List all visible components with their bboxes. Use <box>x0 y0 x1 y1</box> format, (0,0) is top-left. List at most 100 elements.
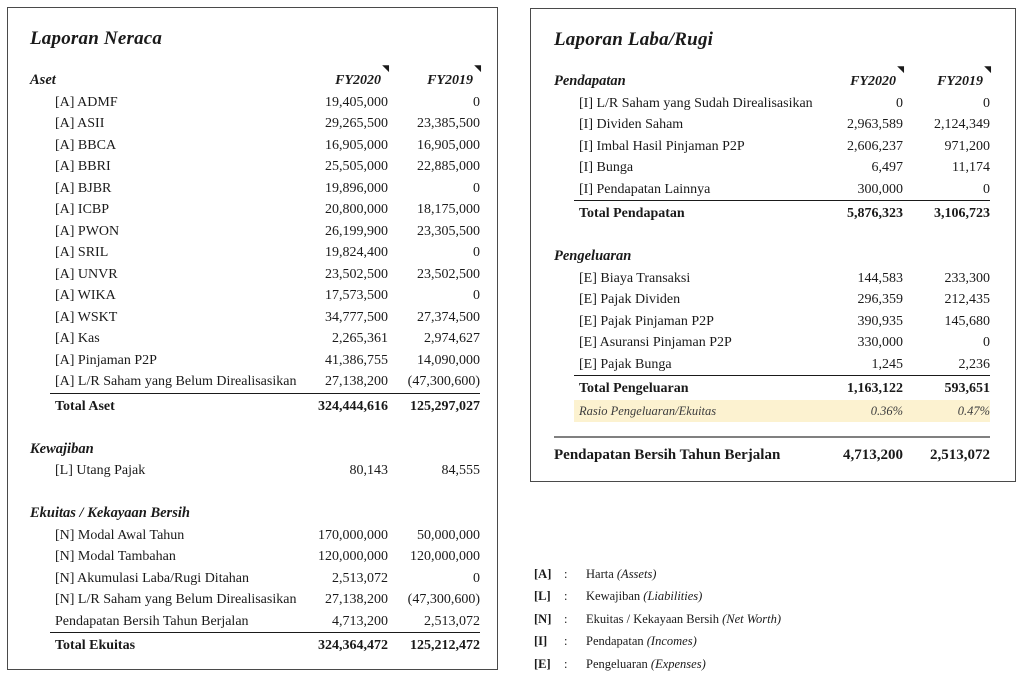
fy2019-value: 0 <box>473 94 480 110</box>
fy2019-value: 0 <box>983 181 990 197</box>
fy2020-value: 16,905,000 <box>325 137 388 153</box>
fy2019-value: 2,974,627 <box>424 331 480 346</box>
fy2019-value: 3,106,723 <box>934 206 990 221</box>
fy2019-value: 0 <box>983 335 990 350</box>
section-title: Aset <box>30 72 56 88</box>
table-row: [E] Pajak Dividen 296,359 212,435 <box>554 289 990 311</box>
section-title: Ekuitas / Kekayaan Bersih <box>30 505 190 521</box>
fy2020-value: 25,505,000 <box>325 159 388 174</box>
section-spacer <box>30 417 480 439</box>
row-label: [A] BBCA <box>55 137 117 153</box>
fy2020-value: 330,000 <box>857 335 904 350</box>
row-label: [N] Modal Tambahan <box>55 549 176 564</box>
column-header-fy2019: FY2019 ◥ <box>388 65 481 92</box>
legend-row: [L]: Kewajiban (Liabilities) <box>534 585 1004 607</box>
table-row: [N] Modal Tambahan 120,000,000 120,000,000 <box>30 546 480 568</box>
section-title: Pengeluaran <box>554 248 632 264</box>
fy2020-value: 2,265,361 <box>332 331 388 346</box>
fy2019-value: 27,374,500 <box>417 309 480 325</box>
fy2019-value: 2,513,072 <box>930 446 990 463</box>
legend-label-id: Ekuitas / Kekayaan Bersih <box>586 611 723 626</box>
row-label: [A] PWON <box>55 223 120 239</box>
row-label: [A] WIKA <box>55 288 116 303</box>
legend-label-en: (Expenses) <box>650 656 706 671</box>
row-label: [N] Modal Awal Tahun <box>55 527 185 543</box>
table-row: [A] WIKA 17,573,500 0 <box>30 285 480 307</box>
table-row: Pendapatan Bersih Tahun Berjalan 4,713,20… <box>30 611 480 633</box>
comment-corner-icon: ◥ <box>474 64 481 74</box>
income-statement-panel: Laporan Laba/Rugi Pendapatan FY2020 ◥ FY201… <box>530 8 1016 482</box>
table-row: [A] ADMF 19,405,000 0 <box>30 92 480 114</box>
table-row: [A] UNVR 23,502,500 23,502,500 <box>30 264 480 286</box>
column-header-fy2019: FY2019 ◥ <box>903 66 991 93</box>
fy2019-value: 212,435 <box>944 292 991 307</box>
balance-sheet-title: Laporan Neraca <box>30 28 163 49</box>
fy2019-value: 0 <box>473 288 480 303</box>
fy2020-value: 2,606,237 <box>847 138 903 154</box>
legend-code: [N] <box>534 611 552 626</box>
row-label: [I] Dividen Saham <box>579 117 684 132</box>
section-header-row: Pendapatan FY2020 ◥ FY2019 ◥ <box>554 66 991 93</box>
grand-total-label: Pendapatan Bersih Tahun Berjalan <box>554 446 781 463</box>
column-header-label: FY2020 <box>335 73 381 88</box>
table-row: [I] Pendapatan Lainnya 300,000 0 <box>554 179 990 201</box>
fy2019-value: 84,555 <box>441 463 481 478</box>
section-header-row: Pengeluaran <box>554 246 990 268</box>
fy2019-value: 0 <box>983 95 990 111</box>
row-label: [A] L/R Saham yang Belum Direalisasikan <box>55 374 297 389</box>
fy2020-value: 390,935 <box>857 313 904 329</box>
row-label: [E] Pajak Pinjaman P2P <box>579 313 714 329</box>
fy2020-value: 6,497 <box>871 160 904 175</box>
legend-label-en: (Net Worth) <box>722 611 781 626</box>
total-row: Total Pengeluaran 1,163,122 593,651 <box>574 375 990 400</box>
row-label: [I] Pendapatan Lainnya <box>579 181 711 197</box>
ratio-label: Rasio Pengeluaran/Ekuitas <box>579 403 717 418</box>
total-row: Total Ekuitas 324,364,472 125,212,472 <box>50 632 480 657</box>
row-label: [A] SRIL <box>55 245 109 260</box>
row-label: [A] BJBR <box>55 180 112 196</box>
row-label: [A] ASII <box>55 116 105 131</box>
total-label: Total Pengeluaran <box>579 381 689 396</box>
row-label: [E] Pajak Bunga <box>579 356 672 372</box>
row-label: [E] Asuransi Pinjaman P2P <box>579 335 732 350</box>
comment-corner-icon: ◥ <box>382 64 389 74</box>
row-label: [E] Biaya Transaksi <box>579 270 691 286</box>
row-label: [A] UNVR <box>55 266 118 282</box>
row-label: [A] ADMF <box>55 94 118 110</box>
fy2019-value: 125,212,472 <box>410 638 480 653</box>
legend-label-id: Kewajiban <box>586 589 644 604</box>
legend-label: Ekuitas / Kekayaan Bersih (Net Worth) <box>586 608 781 630</box>
fy2020-value: 0.36% <box>870 403 903 418</box>
income-statement-table: Pendapatan FY2020 ◥ FY2019 ◥ [I] L/R Saham ya… <box>554 66 991 466</box>
fy2019-value: 18,175,000 <box>417 202 480 217</box>
legend-row: [E]: Pengeluaran (Expenses) <box>534 653 1004 675</box>
table-row: [I] Dividen Saham 2,963,589 2,124,349 <box>554 114 990 136</box>
fy2019-value: 0.47% <box>957 403 990 418</box>
fy2019-value: 145,680 <box>944 313 991 329</box>
legend-code: [E] <box>534 656 551 671</box>
row-label: [A] Kas <box>55 331 100 346</box>
total-label: Total Aset <box>55 398 115 414</box>
fy2020-value: 19,405,000 <box>325 94 388 110</box>
table-row: [N] Akumulasi Laba/Rugi Ditahan 2,513,072… <box>30 568 480 590</box>
table-row: [A] WSKT 34,777,500 27,374,500 <box>30 307 480 329</box>
row-label: [A] Pinjaman P2P <box>55 352 157 368</box>
legend-label: Kewajiban (Liabilities) <box>586 585 702 607</box>
fy2020-value: 19,824,400 <box>325 245 388 260</box>
section-spacer <box>30 482 480 504</box>
row-label: [I] Imbal Hasil Pinjaman P2P <box>579 138 745 154</box>
fy2019-value: 120,000,000 <box>410 549 480 564</box>
row-label: [A] ICBP <box>55 202 110 217</box>
section-title: Pendapatan <box>554 73 626 89</box>
fy2020-value: 2,513,072 <box>332 570 388 586</box>
fy2020-value: 23,502,500 <box>325 266 388 282</box>
column-header-fy2020: FY2020 ◥ <box>288 65 389 92</box>
section-header-row: Ekuitas / Kekayaan Bersih <box>30 503 480 525</box>
fy2019-value: 125,297,027 <box>410 398 480 414</box>
row-label: [N] L/R Saham yang Belum Direalisasikan <box>55 592 297 607</box>
table-row: [A] SRIL 19,824,400 0 <box>30 242 480 264</box>
fy2019-value: 16,905,000 <box>417 137 480 153</box>
table-row: [N] Modal Awal Tahun 170,000,000 50,000,00… <box>30 525 480 547</box>
fy2020-value: 300,000 <box>857 181 904 197</box>
section-spacer <box>554 225 990 247</box>
